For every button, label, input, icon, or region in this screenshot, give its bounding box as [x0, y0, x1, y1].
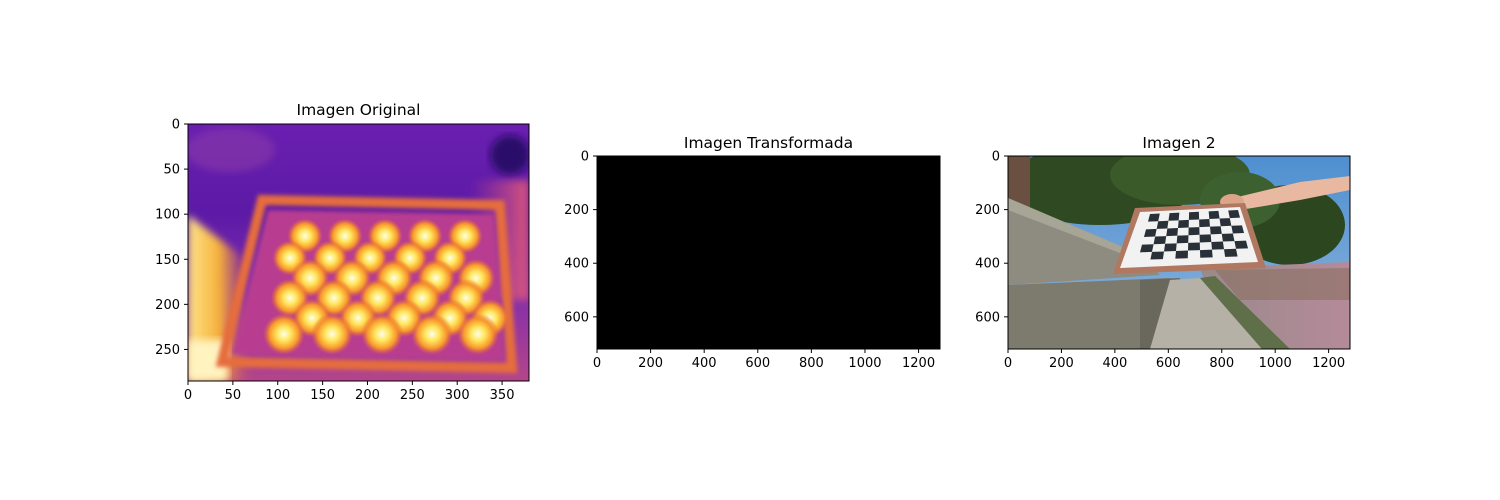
axes-frame-original: [187, 123, 530, 382]
y-tick-label: 250: [155, 343, 180, 358]
checker-square: [1200, 249, 1213, 258]
y-tick-label: 400: [564, 257, 589, 272]
checker-square: [1199, 234, 1212, 243]
checker-square: [1228, 210, 1240, 219]
x-tick-label: 200: [1049, 356, 1074, 371]
y-tick-label: 600: [564, 310, 589, 325]
y-tick-label: 0: [581, 150, 589, 165]
y-tick-label: 0: [172, 118, 180, 133]
x-tick-label: 800: [799, 356, 824, 371]
checker-square: [1164, 243, 1177, 252]
x-tick-label: 200: [355, 388, 380, 403]
y-tick-label: 200: [564, 203, 589, 218]
checker-square: [1175, 250, 1188, 259]
thermal-image: [188, 124, 529, 381]
checker-square: [1144, 228, 1157, 237]
hot-spot: [263, 313, 305, 355]
checker-square: [1178, 219, 1189, 228]
x-tick-label: 0: [593, 356, 601, 371]
x-tick-label: 400: [1102, 356, 1127, 371]
y-tick-label: 50: [163, 163, 180, 178]
checker-square: [1188, 227, 1200, 236]
checker-square: [1219, 218, 1232, 227]
panel-title-transformed: Imagen Transformada: [684, 134, 853, 152]
y-tick-label: 200: [975, 203, 1000, 218]
x-tick-label: 400: [692, 356, 717, 371]
checker-square: [1153, 236, 1167, 245]
hot-spot: [311, 313, 353, 355]
transformed-image: [597, 156, 940, 349]
y-tick-label: 100: [155, 208, 180, 223]
x-tick-label: 1200: [902, 356, 935, 371]
hot-spot: [411, 313, 453, 355]
y-tick-label: 200: [155, 298, 180, 313]
x-tick-label: 1000: [1259, 356, 1292, 371]
x-tick-label: 300: [445, 388, 470, 403]
checker-square: [1176, 235, 1189, 244]
checker-square: [1188, 211, 1200, 220]
x-tick-label: 600: [745, 356, 770, 371]
axis-ticks-transformed: 0 200 400 600 800 1000 1200 0 200 400 600: [564, 150, 935, 372]
x-tick-label: 200: [638, 356, 663, 371]
checkerboard: [1140, 210, 1248, 260]
checker-square: [1211, 241, 1224, 250]
checker-square: [1224, 248, 1238, 257]
y-tick-label: 600: [975, 310, 1000, 325]
checker-square: [1188, 242, 1200, 251]
checker-square: [1150, 251, 1164, 260]
checker-square: [1234, 240, 1248, 249]
checker-square: [1208, 210, 1220, 219]
checker-square: [1156, 220, 1169, 229]
hot-spot: [361, 313, 403, 355]
y-tick-label: 150: [155, 253, 180, 268]
x-tick-label: 250: [400, 388, 425, 403]
y-tick-label: 0: [992, 150, 1000, 165]
axes-frame-transformed: [596, 155, 941, 350]
panel-title-image2: Imagen 2: [1142, 134, 1215, 152]
axis-ticks-original: 0 50 100 150 200 250 300 350 0 50 100 150 200 250: [155, 118, 514, 404]
checker-square: [1166, 228, 1178, 237]
panel-original: Imagen Original 0 50 100 150 200 250 300 350 0 50…: [155, 101, 530, 403]
panel-image2: Imagen 2: [975, 134, 1351, 372]
checker-square: [1210, 226, 1222, 235]
x-tick-label: 0: [1004, 356, 1012, 371]
checker-square: [1231, 225, 1244, 234]
checker-square: [1148, 213, 1160, 222]
x-tick-label: 150: [310, 388, 335, 403]
x-tick-label: 1200: [1312, 356, 1345, 371]
checker-square: [1221, 233, 1235, 242]
x-tick-label: 100: [265, 388, 290, 403]
panel-transformed: Imagen Transformada 0 200 400 600 800 1000 120…: [564, 134, 941, 372]
hot-spots: [263, 218, 510, 355]
checker-square: [1168, 212, 1180, 221]
checker-square: [1140, 244, 1154, 253]
hot-spot: [457, 313, 499, 355]
panel-title-original: Imagen Original: [297, 101, 421, 119]
axes-frame-image2: [1007, 155, 1351, 350]
x-tick-label: 350: [490, 388, 515, 403]
x-tick-label: 50: [225, 388, 242, 403]
checker-square: [1199, 219, 1210, 228]
x-tick-label: 1000: [848, 356, 881, 371]
x-tick-label: 800: [1209, 356, 1234, 371]
x-tick-label: 0: [184, 388, 192, 403]
axis-ticks-image2: 0 200 400 600 800 1000 1200 0 200 400 600: [975, 150, 1345, 372]
photo-image: [1008, 156, 1350, 349]
x-tick-label: 600: [1156, 356, 1181, 371]
y-tick-label: 400: [975, 257, 1000, 272]
